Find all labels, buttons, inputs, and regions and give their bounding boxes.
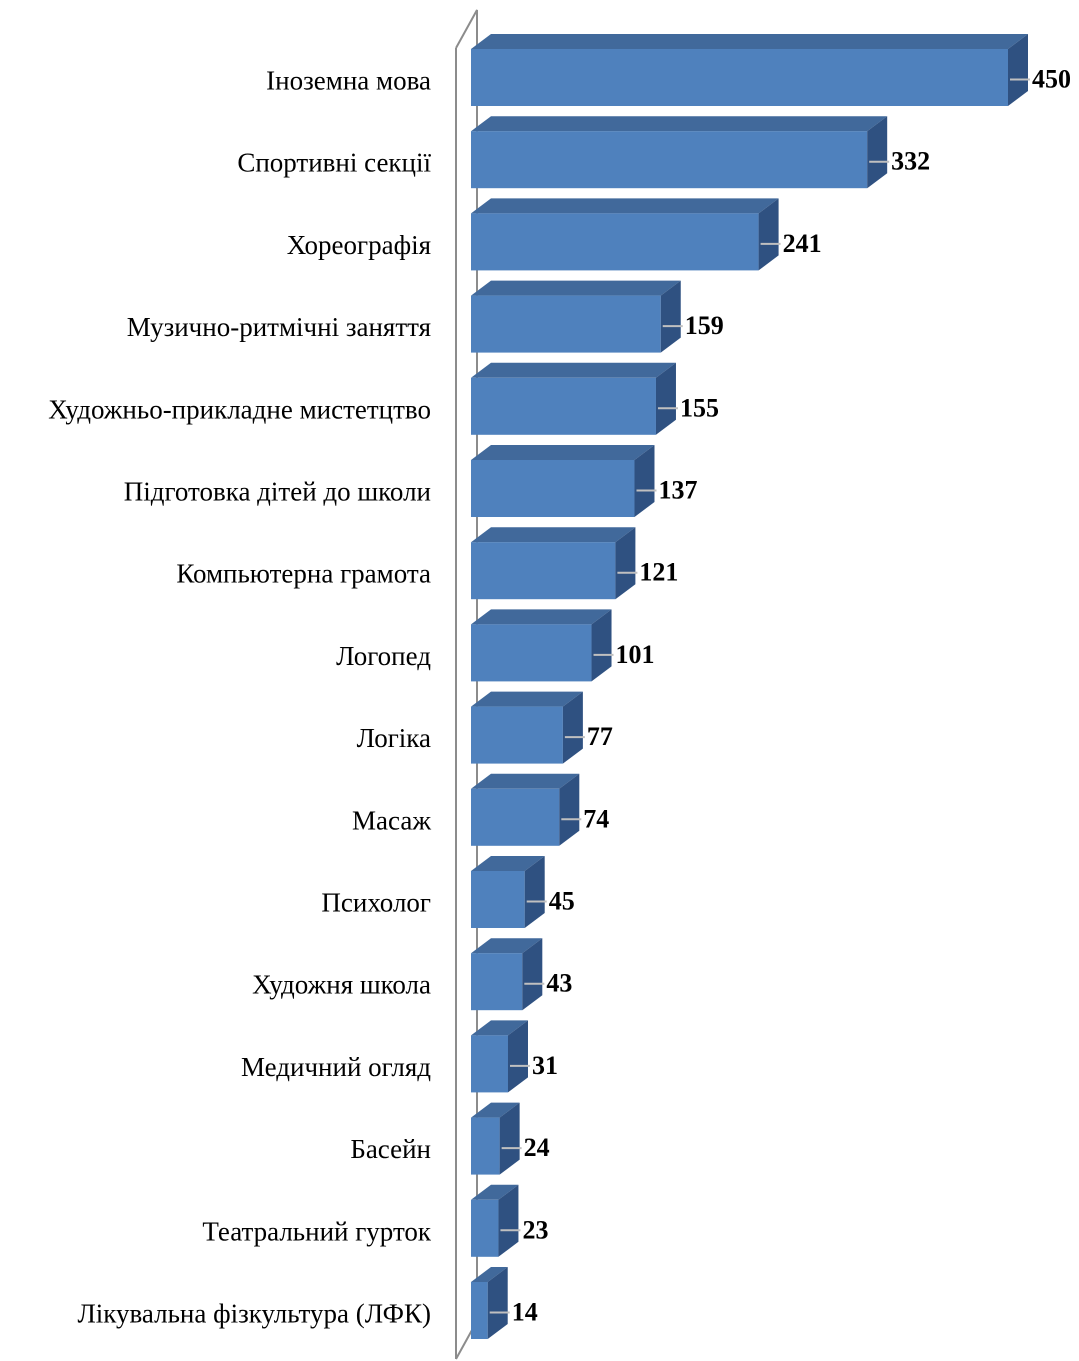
bar-15 bbox=[471, 1185, 520, 1257]
category-label: Басейн bbox=[350, 1134, 431, 1164]
bar-top-face bbox=[471, 609, 612, 624]
bar-7 bbox=[471, 527, 637, 599]
category-label: Театральний гурток bbox=[202, 1216, 431, 1246]
bars-layer bbox=[471, 34, 1030, 1339]
category-label: Хореографія bbox=[287, 230, 431, 260]
value-label: 24 bbox=[524, 1133, 550, 1162]
value-label: 450 bbox=[1032, 65, 1071, 94]
bar-4 bbox=[471, 281, 683, 353]
category-label: Логіка bbox=[357, 723, 431, 753]
bar-front-face bbox=[471, 49, 1008, 106]
bar-front-face bbox=[471, 542, 615, 599]
category-label: Художня школа bbox=[252, 970, 431, 1000]
bar-front-face bbox=[471, 1282, 488, 1339]
category-label: Іноземна мова bbox=[266, 66, 431, 96]
bar-front-face bbox=[471, 624, 592, 681]
value-label: 23 bbox=[522, 1215, 548, 1244]
bar-1 bbox=[471, 34, 1030, 106]
bar-9 bbox=[471, 692, 585, 764]
category-label: Психолог bbox=[321, 888, 431, 918]
category-label: Художньо-прикладне мистетцтво bbox=[48, 394, 431, 424]
category-label: Підготовка дітей до школи bbox=[124, 477, 431, 507]
bar-front-face bbox=[471, 1200, 498, 1257]
bar-8 bbox=[471, 609, 614, 681]
bar-11 bbox=[471, 856, 547, 928]
value-label: 137 bbox=[658, 476, 697, 505]
value-label: 159 bbox=[685, 311, 724, 340]
bar-front-face bbox=[471, 460, 634, 517]
bar-top-face bbox=[471, 445, 654, 460]
bar-front-face bbox=[471, 131, 867, 188]
value-label: 101 bbox=[616, 640, 655, 669]
bar-front-face bbox=[471, 871, 525, 928]
bar-front-face bbox=[471, 707, 563, 764]
bar-front-face bbox=[471, 213, 759, 270]
value-label: 77 bbox=[587, 722, 613, 751]
bar-10 bbox=[471, 774, 581, 846]
category-label: Логопед bbox=[336, 641, 431, 671]
bar-13 bbox=[471, 1020, 530, 1092]
value-label: 155 bbox=[680, 393, 719, 422]
value-label: 332 bbox=[891, 147, 930, 176]
bar-top-face bbox=[471, 281, 681, 296]
value-label: 45 bbox=[549, 887, 575, 916]
bar-14 bbox=[471, 1103, 522, 1175]
bar-5 bbox=[471, 363, 678, 435]
bar-3 bbox=[471, 198, 781, 270]
bar-front-face bbox=[471, 296, 661, 353]
bar-top-face bbox=[471, 34, 1028, 49]
bar-front-face bbox=[471, 789, 559, 846]
bar-front-face bbox=[471, 1035, 508, 1092]
category-label: Масаж bbox=[352, 805, 431, 835]
bar-12 bbox=[471, 938, 544, 1010]
bar-6 bbox=[471, 445, 656, 517]
value-label: 74 bbox=[583, 804, 609, 833]
category-label: Спортивні секції bbox=[237, 148, 431, 178]
bar-2 bbox=[471, 116, 889, 188]
category-label: Компьютерна грамота bbox=[176, 559, 431, 589]
bar-top-face bbox=[471, 198, 779, 213]
value-label: 43 bbox=[546, 969, 572, 998]
bar-top-face bbox=[471, 363, 676, 378]
bar-front-face bbox=[471, 953, 522, 1010]
category-label: Лікувальна фізкультура (ЛФК) bbox=[77, 1299, 431, 1329]
value-label: 121 bbox=[639, 558, 678, 587]
bar-front-face bbox=[471, 1118, 500, 1175]
bar-16 bbox=[471, 1267, 510, 1339]
value-label: 31 bbox=[532, 1051, 558, 1080]
bar-front-face bbox=[471, 378, 656, 435]
category-label: Медичний огляд bbox=[241, 1052, 431, 1082]
value-label: 241 bbox=[783, 229, 822, 258]
value-label: 14 bbox=[512, 1298, 538, 1327]
bar-top-face bbox=[471, 527, 635, 542]
bar-top-face bbox=[471, 116, 887, 131]
category-label: Музично-ритмічні заняття bbox=[127, 312, 431, 342]
